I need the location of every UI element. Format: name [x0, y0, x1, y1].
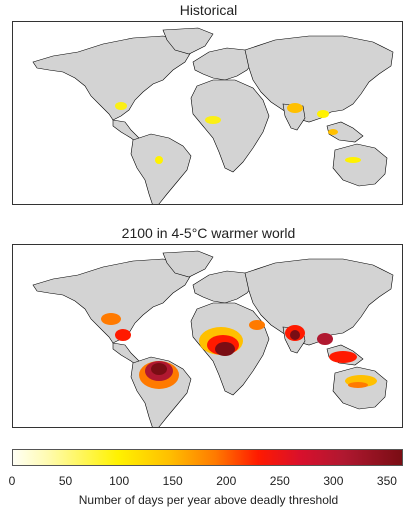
- colorbar-tick: 300: [323, 474, 344, 488]
- colorbar-tick: 0: [8, 474, 16, 488]
- historical-map: [12, 21, 403, 205]
- colorbar-tick: 50: [58, 474, 73, 488]
- colorbar-tick: 250: [269, 474, 290, 488]
- historical-title: Historical: [179, 2, 238, 18]
- colorbar: [12, 449, 403, 466]
- colorbar-tick: 100: [109, 474, 130, 488]
- future-title: 2100 in 4-5°C warmer world: [121, 225, 296, 241]
- colorbar-tick: 150: [162, 474, 183, 488]
- colorbar-tick: 350: [376, 474, 397, 488]
- future-map: [12, 244, 403, 428]
- colorbar-label: Number of days per year above deadly thr…: [78, 493, 339, 507]
- colorbar-tick: 200: [216, 474, 237, 488]
